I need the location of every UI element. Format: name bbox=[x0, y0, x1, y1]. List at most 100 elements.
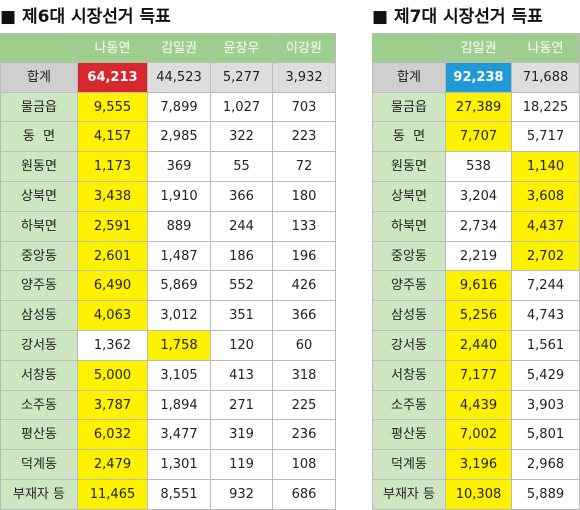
vote-cell: 7,899 bbox=[148, 92, 211, 123]
vote-cell: 318 bbox=[273, 360, 336, 391]
row-label: 동 면 bbox=[372, 122, 446, 153]
vote-cell: 8,551 bbox=[148, 480, 211, 510]
vote-cell: 2,601 bbox=[78, 241, 148, 272]
row-label: 하북면 bbox=[0, 211, 78, 242]
vote-cell: 7,177 bbox=[446, 360, 512, 391]
row-label: 중앙동 bbox=[372, 241, 446, 272]
vote-cell: 44,523 bbox=[148, 62, 211, 93]
vote-cell: 6,032 bbox=[78, 420, 148, 451]
vote-cell: 186 bbox=[211, 241, 273, 272]
row-label: 합계 bbox=[372, 62, 446, 93]
table-title: ■ 제7대 시장선거 득표 bbox=[372, 7, 543, 27]
vote-cell: 236 bbox=[273, 420, 336, 451]
vote-cell: 319 bbox=[211, 420, 273, 451]
vote-cell: 5,717 bbox=[512, 122, 580, 153]
header-cell: 김일권 bbox=[446, 33, 512, 63]
row-label: 양주동 bbox=[372, 271, 446, 302]
vote-cell: 92,238 bbox=[446, 62, 512, 93]
row-label: 소주동 bbox=[372, 390, 446, 421]
vote-cell: 4,157 bbox=[78, 122, 148, 153]
vote-cell: 18,225 bbox=[512, 92, 580, 123]
vote-cell: 196 bbox=[273, 241, 336, 272]
vote-cell: 2,968 bbox=[512, 450, 580, 480]
vote-cell: 9,555 bbox=[78, 92, 148, 123]
vote-cell: 686 bbox=[273, 480, 336, 510]
vote-cell: 1,140 bbox=[512, 152, 580, 182]
row-label: 서창동 bbox=[0, 360, 78, 391]
vote-cell: 6,490 bbox=[78, 271, 148, 302]
vote-cell: 3,477 bbox=[148, 420, 211, 451]
vote-cell: 1,362 bbox=[78, 331, 148, 361]
vote-cell: 11,465 bbox=[78, 480, 148, 510]
row-label: 동 면 bbox=[0, 122, 78, 153]
vote-cell: 3,608 bbox=[512, 182, 580, 212]
vote-cell: 3,787 bbox=[78, 390, 148, 421]
row-label: 강서동 bbox=[372, 331, 446, 361]
row-label: 덕계동 bbox=[0, 450, 78, 480]
vote-cell: 1,758 bbox=[148, 331, 211, 361]
header-cell: 나동연 bbox=[512, 33, 580, 63]
vote-cell: 9,616 bbox=[446, 271, 512, 302]
vote-cell: 2,985 bbox=[148, 122, 211, 153]
vote-cell: 4,743 bbox=[512, 301, 580, 331]
row-label: 덕계동 bbox=[372, 450, 446, 480]
vote-cell: 552 bbox=[211, 271, 273, 302]
row-label: 평산동 bbox=[0, 420, 78, 451]
row-label: 소주동 bbox=[0, 390, 78, 421]
vote-cell: 5,277 bbox=[211, 62, 273, 93]
row-label: 물금읍 bbox=[372, 92, 446, 123]
vote-cell: 55 bbox=[211, 152, 273, 182]
vote-cell: 244 bbox=[211, 211, 273, 242]
vote-cell: 2,219 bbox=[446, 241, 512, 272]
vote-cell: 703 bbox=[273, 92, 336, 123]
vote-cell: 72 bbox=[273, 152, 336, 182]
vote-cell: 223 bbox=[273, 122, 336, 153]
vote-cell: 4,063 bbox=[78, 301, 148, 331]
vote-cell: 1,894 bbox=[148, 390, 211, 421]
row-label: 삼성동 bbox=[372, 301, 446, 331]
header-cell: 김일권 bbox=[148, 33, 211, 63]
row-label: 합계 bbox=[0, 62, 78, 93]
row-label: 물금읍 bbox=[0, 92, 78, 123]
vote-cell: 2,702 bbox=[512, 241, 580, 272]
vote-cell: 1,301 bbox=[148, 450, 211, 480]
row-label: 상북면 bbox=[372, 182, 446, 212]
row-label: 평산동 bbox=[372, 420, 446, 451]
vote-cell: 5,869 bbox=[148, 271, 211, 302]
vote-cell: 27,389 bbox=[446, 92, 512, 123]
header-cell bbox=[372, 33, 446, 63]
row-label: 하북면 bbox=[372, 211, 446, 242]
vote-cell: 3,903 bbox=[512, 390, 580, 421]
vote-cell: 1,487 bbox=[148, 241, 211, 272]
table-title: ■ 제6대 시장선거 득표 bbox=[0, 7, 171, 27]
vote-cell: 932 bbox=[211, 480, 273, 510]
vote-cell: 366 bbox=[211, 182, 273, 212]
vote-cell: 5,429 bbox=[512, 360, 580, 391]
vote-cell: 426 bbox=[273, 271, 336, 302]
vote-cell: 2,440 bbox=[446, 331, 512, 361]
vote-cell: 5,000 bbox=[78, 360, 148, 391]
vote-cell: 538 bbox=[446, 152, 512, 182]
vote-cell: 413 bbox=[211, 360, 273, 391]
vote-cell: 351 bbox=[211, 301, 273, 331]
vote-cell: 5,801 bbox=[512, 420, 580, 451]
row-label: 중앙동 bbox=[0, 241, 78, 272]
vote-cell: 2,479 bbox=[78, 450, 148, 480]
vote-cell: 5,889 bbox=[512, 480, 580, 510]
vote-cell: 271 bbox=[211, 390, 273, 421]
vote-cell: 3,932 bbox=[273, 62, 336, 93]
vote-cell: 10,308 bbox=[446, 480, 512, 510]
row-label: 강서동 bbox=[0, 331, 78, 361]
header-cell bbox=[0, 33, 78, 63]
vote-cell: 3,105 bbox=[148, 360, 211, 391]
vote-cell: 180 bbox=[273, 182, 336, 212]
vote-cell: 225 bbox=[273, 390, 336, 421]
vote-cell: 4,439 bbox=[446, 390, 512, 421]
vote-cell: 71,688 bbox=[512, 62, 580, 93]
vote-cell: 2,591 bbox=[78, 211, 148, 242]
row-label: 원동면 bbox=[372, 152, 446, 182]
vote-cell: 2,734 bbox=[446, 211, 512, 242]
vote-cell: 4,437 bbox=[512, 211, 580, 242]
vote-cell: 366 bbox=[273, 301, 336, 331]
